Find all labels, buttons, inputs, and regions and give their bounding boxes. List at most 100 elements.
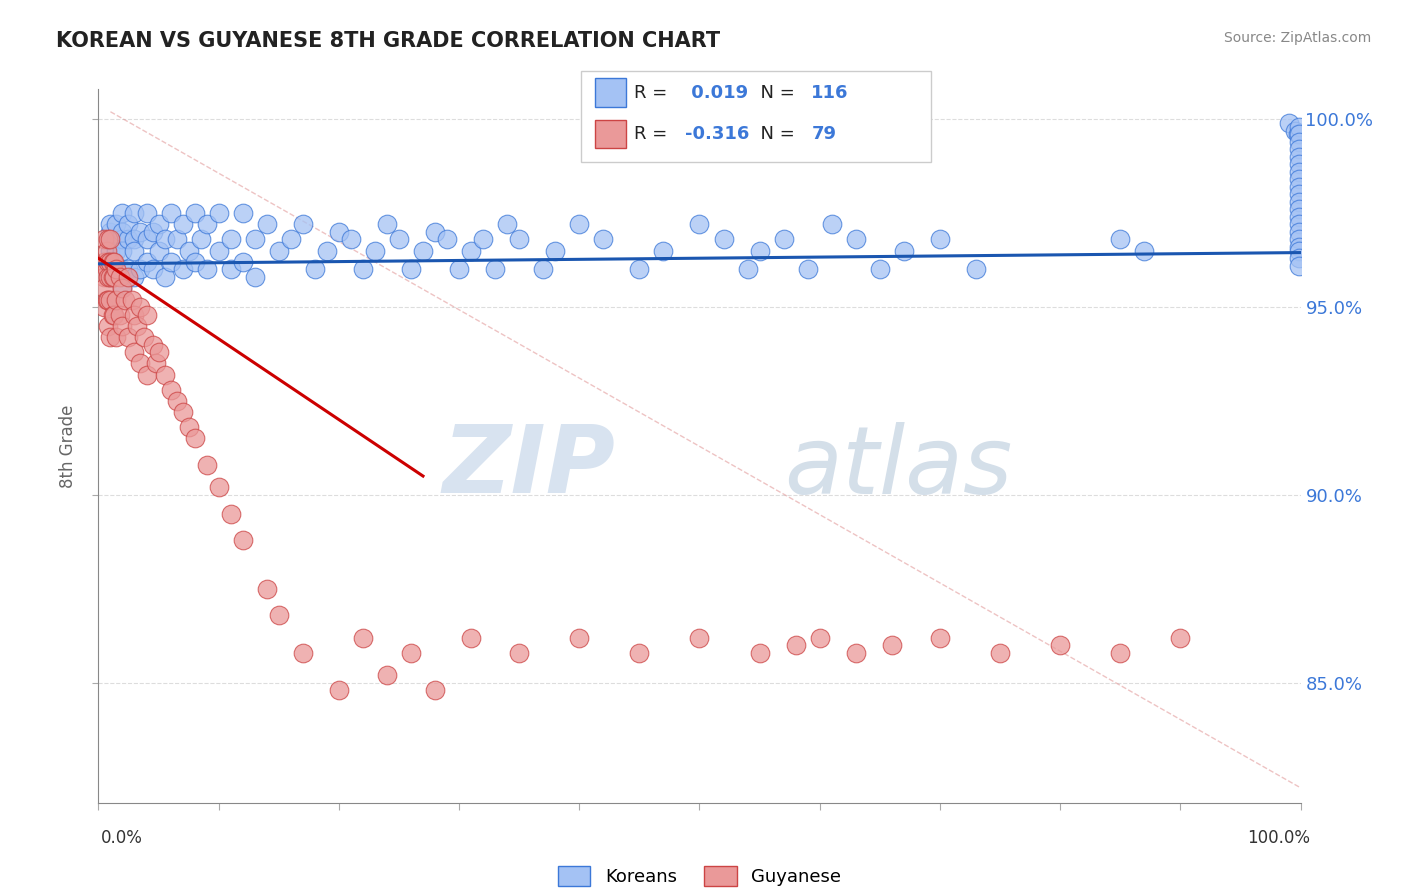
Point — [869, 262, 891, 277]
Point — [592, 232, 614, 246]
Point — [183, 255, 205, 269]
Point — [93, 232, 115, 246]
Point — [111, 281, 134, 295]
Point — [135, 255, 157, 269]
Point — [105, 244, 128, 258]
Point — [177, 420, 200, 434]
Text: Source: ZipAtlas.com: Source: ZipAtlas.com — [1223, 31, 1371, 45]
Point — [291, 218, 314, 232]
Point — [1170, 631, 1192, 645]
Point — [100, 270, 122, 285]
Point — [208, 206, 231, 220]
Point — [340, 232, 363, 246]
Point — [132, 330, 155, 344]
Point — [117, 262, 139, 277]
Point — [1288, 259, 1310, 273]
Point — [1288, 150, 1310, 164]
Point — [166, 232, 188, 246]
Point — [928, 232, 950, 246]
Point — [531, 262, 554, 277]
Point — [928, 631, 950, 645]
Point — [544, 244, 567, 258]
Point — [166, 393, 188, 408]
Point — [256, 582, 278, 596]
Text: R =: R = — [634, 84, 673, 102]
Point — [689, 631, 711, 645]
Point — [103, 270, 125, 285]
Point — [141, 225, 163, 239]
Point — [124, 232, 146, 246]
Point — [100, 218, 122, 232]
Point — [315, 244, 337, 258]
Point — [1277, 116, 1299, 130]
Point — [1288, 172, 1310, 186]
Point — [124, 244, 146, 258]
Point — [1284, 123, 1306, 137]
Point — [399, 262, 422, 277]
Text: -0.316: -0.316 — [685, 125, 749, 143]
Point — [1288, 187, 1310, 202]
Point — [1109, 232, 1132, 246]
Point — [195, 218, 218, 232]
Point — [93, 270, 115, 285]
Point — [364, 244, 387, 258]
Text: atlas: atlas — [783, 422, 1012, 513]
Point — [183, 432, 205, 446]
Point — [436, 232, 458, 246]
Point — [100, 225, 122, 239]
Point — [447, 262, 470, 277]
Point — [177, 244, 200, 258]
Point — [291, 646, 314, 660]
Y-axis label: 8th Grade: 8th Grade — [59, 404, 77, 488]
Point — [689, 218, 711, 232]
Point — [808, 631, 831, 645]
Point — [101, 255, 124, 269]
Point — [988, 646, 1011, 660]
Point — [1288, 142, 1310, 156]
Point — [105, 232, 128, 246]
Point — [1288, 218, 1310, 232]
Point — [159, 383, 181, 397]
Point — [568, 218, 591, 232]
Point — [111, 262, 134, 277]
Text: R =: R = — [634, 125, 673, 143]
Point — [93, 255, 115, 269]
Point — [785, 638, 807, 652]
Point — [135, 206, 157, 220]
Point — [105, 293, 128, 307]
Point — [1288, 210, 1310, 224]
Point — [568, 631, 591, 645]
Point — [129, 262, 152, 277]
Point — [100, 232, 122, 246]
Point — [105, 262, 128, 277]
Point — [111, 244, 134, 258]
Point — [125, 318, 148, 333]
Point — [96, 293, 118, 307]
Point — [97, 270, 120, 285]
Point — [796, 262, 818, 277]
Point — [129, 300, 152, 314]
Text: 100.0%: 100.0% — [1247, 829, 1310, 847]
Point — [117, 232, 139, 246]
Point — [352, 631, 374, 645]
Point — [153, 232, 176, 246]
Point — [100, 330, 122, 344]
Point — [148, 345, 170, 359]
Point — [97, 232, 120, 246]
Point — [1288, 165, 1310, 179]
Point — [208, 480, 231, 494]
Point — [135, 232, 157, 246]
Point — [1288, 240, 1310, 254]
Point — [219, 262, 242, 277]
Point — [652, 244, 675, 258]
Point — [100, 232, 122, 246]
Point — [159, 206, 181, 220]
Point — [114, 293, 136, 307]
Point — [195, 458, 218, 472]
Point — [1286, 128, 1309, 142]
Point — [1288, 225, 1310, 239]
Point — [375, 668, 398, 682]
Point — [100, 255, 122, 269]
Point — [148, 218, 170, 232]
Point — [1288, 194, 1310, 209]
